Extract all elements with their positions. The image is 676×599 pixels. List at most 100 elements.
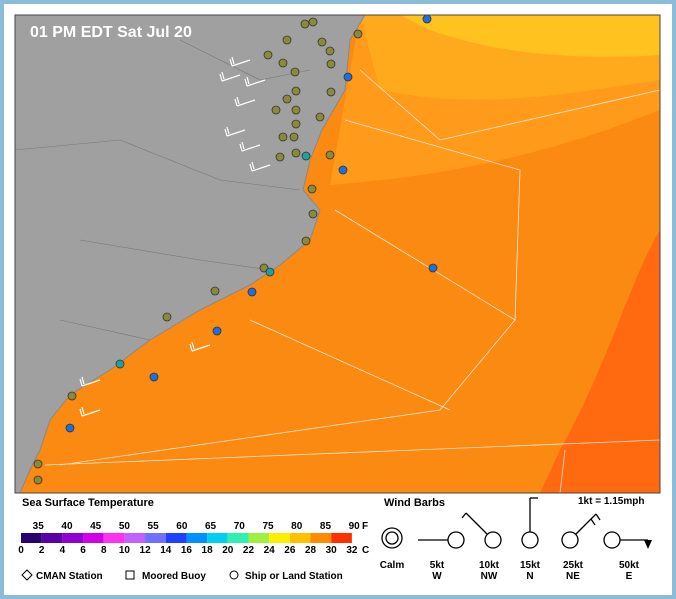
station <box>289 132 299 142</box>
sst-title: Sea Surface Temperature <box>22 497 154 509</box>
colorbar-segment <box>269 533 290 543</box>
station <box>162 312 172 322</box>
station <box>263 50 273 60</box>
station-type: Ship or Land Station <box>245 571 343 582</box>
colorbar-segment <box>103 533 125 543</box>
f-label: 90 <box>349 521 361 532</box>
station <box>291 119 301 129</box>
f-label: 75 <box>262 521 274 532</box>
f-unit: F <box>362 521 368 532</box>
station <box>265 267 275 277</box>
land <box>15 15 366 493</box>
station <box>422 15 432 24</box>
wind-dir: NE <box>566 571 580 582</box>
c-label: 4 <box>60 545 66 556</box>
f-label: 65 <box>205 521 217 532</box>
wind-barb <box>219 71 241 82</box>
station <box>67 391 77 401</box>
c-label: 6 <box>80 545 86 556</box>
station <box>115 359 125 369</box>
station <box>278 58 288 68</box>
f-label: 35 <box>33 521 45 532</box>
sst-band <box>540 230 660 493</box>
c-label: 2 <box>39 545 45 556</box>
c-label: 16 <box>181 545 193 556</box>
wind-barb <box>234 96 256 107</box>
station-type: CMAN Station <box>36 571 103 582</box>
c-label: 14 <box>160 545 172 556</box>
wind-barb <box>189 341 211 352</box>
map: 01 PM EDT Sat Jul 20 <box>14 14 661 494</box>
station <box>315 112 325 122</box>
station <box>278 132 288 142</box>
station <box>325 46 335 56</box>
wind-speed: 5kt <box>430 560 445 571</box>
wind-dir: W <box>432 571 442 582</box>
colorbar-segment <box>186 533 208 543</box>
legend: Sea Surface Temperature Wind Barbs 1kt =… <box>18 496 652 582</box>
station <box>317 37 327 47</box>
station <box>275 152 285 162</box>
station <box>282 35 292 45</box>
f-label: 60 <box>176 521 188 532</box>
station-type: Moored Buoy <box>142 571 206 582</box>
station <box>291 86 301 96</box>
station <box>65 423 75 433</box>
wind-barb <box>224 126 246 137</box>
wind-speed: Calm <box>380 560 405 571</box>
station <box>212 326 222 336</box>
colorbar-segment <box>248 533 270 543</box>
c-label: 28 <box>305 545 317 556</box>
f-label: 85 <box>320 521 332 532</box>
c-label: 30 <box>326 545 338 556</box>
station <box>338 165 348 175</box>
wind-speed: 50kt <box>619 560 640 571</box>
station <box>308 17 318 27</box>
colorbar-segment <box>145 533 166 543</box>
wind-barb <box>229 56 251 67</box>
f-label: 45 <box>90 521 102 532</box>
station <box>291 105 301 115</box>
wind-dir: NW <box>481 571 498 582</box>
wind-speed: 15kt <box>520 560 541 571</box>
f-label: 80 <box>291 521 303 532</box>
c-label: 0 <box>18 545 24 556</box>
f-label: 50 <box>119 521 131 532</box>
colorbar-segment <box>289 533 311 543</box>
c-label: 22 <box>243 545 255 556</box>
wind-barb <box>79 406 101 417</box>
station <box>343 72 353 82</box>
station <box>290 67 300 77</box>
station <box>282 94 292 104</box>
wind-dir: N <box>526 571 533 582</box>
station <box>307 184 317 194</box>
conversion: 1kt = 1.15mph <box>578 496 644 507</box>
wind-speed: 25kt <box>563 560 584 571</box>
c-label: 8 <box>101 545 107 556</box>
station <box>291 148 301 158</box>
colorbar-segment <box>165 533 187 543</box>
c-label: 10 <box>119 545 131 556</box>
station <box>353 29 363 39</box>
station <box>300 19 310 29</box>
wind-barb <box>79 376 101 387</box>
station <box>326 59 336 69</box>
station <box>149 372 159 382</box>
station <box>308 209 318 219</box>
c-label: 26 <box>284 545 296 556</box>
c-label: 24 <box>264 545 276 556</box>
station <box>259 263 269 273</box>
wind-title: Wind Barbs <box>384 497 445 509</box>
station <box>301 236 311 246</box>
station <box>428 263 438 273</box>
wind-barb <box>249 161 271 172</box>
station <box>33 459 43 469</box>
c-label: 18 <box>202 545 214 556</box>
colorbar-segment <box>207 533 228 543</box>
f-label: 70 <box>234 521 246 532</box>
wind-barb <box>239 141 261 152</box>
station <box>247 287 257 297</box>
sst-band <box>400 15 660 57</box>
wind-barb <box>244 76 266 87</box>
